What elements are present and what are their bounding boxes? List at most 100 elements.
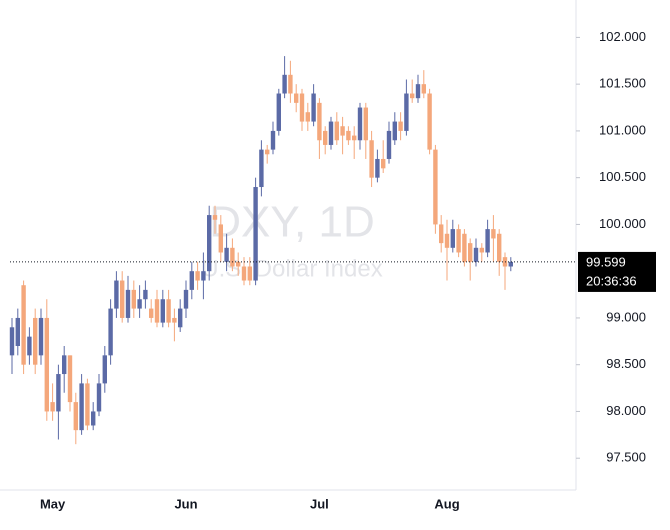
y-tick-label: 102.000 [599, 29, 646, 44]
candle-body [427, 93, 432, 150]
candle-body [468, 243, 473, 262]
candle-body [38, 317, 44, 356]
candle-body [508, 261, 513, 267]
countdown-label: 20:36:36 [586, 273, 637, 288]
y-tick-label: 97.500 [606, 450, 646, 465]
candle-body [85, 383, 90, 426]
candle-body [311, 93, 316, 122]
candle-body [108, 308, 113, 356]
candle-body [15, 317, 20, 346]
candle-body [299, 93, 305, 122]
candle-body [386, 130, 392, 159]
candle-body [224, 247, 229, 262]
candle-body [9, 327, 15, 356]
candle-body [160, 299, 165, 323]
candle-body [334, 121, 339, 141]
candle-body [282, 74, 287, 94]
candle-body [317, 102, 322, 141]
candle-body [270, 130, 276, 150]
candle-body [294, 93, 299, 103]
candle-body [415, 84, 421, 99]
x-tick-label: May [40, 496, 66, 511]
candle-body [189, 271, 194, 290]
candle-body [21, 285, 26, 365]
candle-body [114, 280, 119, 309]
candle-body [79, 383, 84, 431]
candle-body [328, 121, 334, 145]
candle-body [253, 187, 258, 281]
candle-body [91, 411, 96, 426]
candle-body [195, 271, 200, 281]
candle-body [357, 107, 363, 141]
candle-body [340, 126, 345, 136]
candle-body [218, 224, 223, 253]
candle-body [178, 308, 183, 328]
candle-body [276, 93, 281, 131]
candle-body [33, 317, 38, 365]
watermark-title: DXY, 1D [209, 198, 375, 247]
candle-body [473, 247, 479, 262]
candle-body [497, 233, 502, 262]
candle-body [154, 299, 160, 323]
candle-body [62, 355, 67, 375]
candle-body [404, 93, 409, 131]
candle-body [375, 158, 380, 178]
candle-body [56, 374, 61, 412]
y-tick-label: 98.500 [606, 356, 646, 371]
x-tick-label: Jul [310, 496, 329, 511]
candle-body [120, 280, 125, 318]
candle-body [27, 336, 32, 356]
candle-body [346, 130, 351, 141]
candle-body [363, 107, 368, 141]
y-tick-label: 98.000 [606, 403, 646, 418]
candle-body [67, 355, 73, 403]
last-price-box [578, 251, 656, 292]
candle-body [183, 289, 189, 309]
y-tick-label: 101.000 [599, 122, 646, 137]
candle-body [172, 317, 177, 323]
candle-body [236, 261, 241, 267]
candle-body [149, 308, 154, 318]
candle-body [137, 299, 142, 309]
candle-body [288, 74, 293, 94]
candle-body [410, 93, 415, 99]
candle-body [352, 135, 357, 141]
candle-body [305, 112, 310, 122]
candle-body [462, 233, 467, 262]
candle-body [125, 289, 131, 318]
candle-body [392, 121, 397, 141]
candle-body [102, 355, 107, 384]
candle-body [247, 266, 252, 281]
candle-body [207, 215, 212, 272]
candle-body [369, 140, 374, 178]
y-tick-label: 99.000 [606, 309, 646, 324]
candle-body [479, 247, 484, 253]
y-tick-label: 100.500 [599, 169, 646, 184]
x-tick-label: Jun [174, 496, 197, 511]
candle-body [421, 84, 426, 94]
candle-body [241, 266, 247, 281]
candle-body [433, 149, 438, 225]
candle-body [456, 229, 461, 253]
x-tick-label: Aug [434, 496, 459, 511]
candle-body [444, 233, 450, 248]
candle-body [230, 247, 235, 267]
candle-body [212, 215, 218, 220]
candle-body [485, 229, 490, 253]
candle-body [201, 271, 206, 281]
y-tick-label: 100.000 [599, 216, 646, 231]
candle-body [166, 299, 171, 323]
candle-body [143, 289, 148, 300]
candle-body [491, 229, 496, 239]
candle-body [259, 149, 264, 188]
candle-body [439, 224, 444, 244]
candle-body [398, 121, 403, 131]
candle-body [265, 149, 270, 155]
candle-body [131, 289, 136, 309]
candle-body [50, 402, 55, 412]
y-tick-label: 101.500 [599, 76, 646, 91]
candle-body [73, 402, 78, 431]
candle-body [450, 229, 455, 248]
